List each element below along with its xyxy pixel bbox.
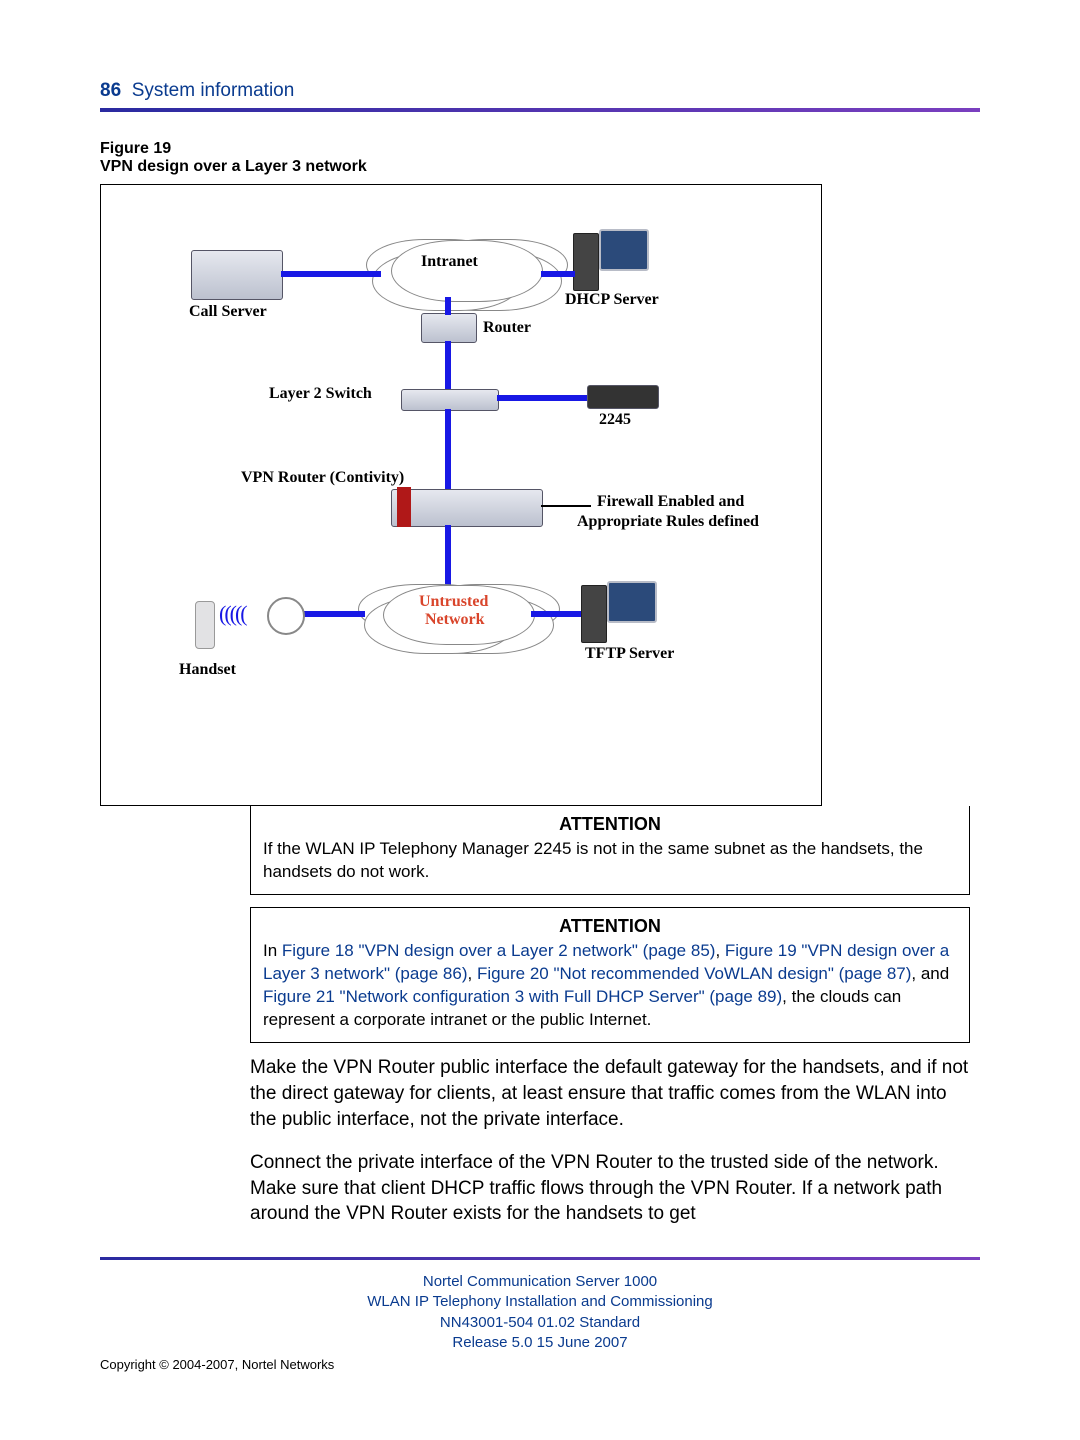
figure-link[interactable]: Figure 21 "Network configuration 3 with … bbox=[263, 987, 782, 1006]
footer-line: Nortel Communication Server 1000 bbox=[100, 1272, 980, 1292]
firewall-icon bbox=[397, 487, 411, 527]
vpn-router-icon bbox=[391, 489, 543, 527]
attention-box-1: ATTENTION If the WLAN IP Telephony Manag… bbox=[250, 806, 970, 895]
section-title: System information bbox=[132, 80, 295, 101]
n2245-icon bbox=[587, 385, 659, 409]
text: , bbox=[715, 941, 724, 960]
attention-box-2: ATTENTION In Figure 18 "VPN design over … bbox=[250, 907, 970, 1043]
label-switch: Layer 2 Switch bbox=[269, 385, 372, 403]
label-firewall-2: Appropriate Rules defined bbox=[577, 513, 759, 531]
wire bbox=[301, 611, 365, 617]
label-untrusted-2: Network bbox=[425, 611, 485, 629]
router-icon bbox=[421, 313, 477, 343]
label-2245: 2245 bbox=[599, 411, 631, 429]
label-untrusted-1: Untrusted bbox=[419, 593, 488, 611]
footer-line: WLAN IP Telephony Installation and Commi… bbox=[100, 1292, 980, 1312]
running-header: 86 System information bbox=[100, 80, 980, 102]
body-paragraph: Make the VPN Router public interface the… bbox=[250, 1055, 970, 1132]
wire bbox=[531, 611, 581, 617]
text: In bbox=[263, 941, 282, 960]
figure-label: Figure 19 bbox=[100, 140, 980, 158]
wire bbox=[445, 297, 451, 315]
footer-line: NN43001-504 01.02 Standard bbox=[100, 1313, 980, 1333]
wire bbox=[497, 395, 587, 401]
label-tftp: TFTP Server bbox=[585, 645, 674, 663]
page: 86 System information Figure 19 VPN desi… bbox=[0, 0, 1080, 1440]
body-paragraph: Connect the private interface of the VPN… bbox=[250, 1150, 970, 1227]
label-intranet: Intranet bbox=[421, 253, 478, 271]
header-rule bbox=[100, 108, 980, 112]
label-vpn: VPN Router (Contivity) bbox=[241, 469, 404, 487]
access-point-icon bbox=[267, 597, 305, 635]
switch-icon bbox=[401, 389, 499, 411]
label-call-server: Call Server bbox=[189, 303, 267, 321]
label-handset: Handset bbox=[179, 661, 236, 679]
wire bbox=[281, 271, 381, 277]
wire bbox=[445, 525, 451, 587]
figure-link[interactable]: Figure 20 "Not recommended VoWLAN design… bbox=[477, 964, 911, 983]
wire bbox=[541, 271, 575, 277]
page-number: 86 bbox=[100, 80, 121, 101]
footer-block: Nortel Communication Server 1000 WLAN IP… bbox=[100, 1272, 980, 1353]
footer-rule bbox=[100, 1257, 980, 1260]
handset-icon bbox=[195, 601, 215, 649]
figure-link[interactable]: Figure 18 "VPN design over a Layer 2 net… bbox=[282, 941, 716, 960]
figure-title: VPN design over a Layer 3 network bbox=[100, 158, 980, 176]
attention-heading: ATTENTION bbox=[263, 812, 957, 836]
attention-text: In Figure 18 "VPN design over a Layer 2 … bbox=[263, 940, 957, 1032]
attention-text: If the WLAN IP Telephony Manager 2245 is… bbox=[263, 838, 957, 884]
wireless-waves-icon: ((((( bbox=[219, 601, 246, 627]
call-server-icon bbox=[191, 250, 283, 300]
text: , bbox=[467, 964, 476, 983]
arrow-line bbox=[541, 505, 591, 507]
footer-line: Release 5.0 15 June 2007 bbox=[100, 1333, 980, 1353]
tftp-tower-icon bbox=[581, 585, 607, 643]
copyright-line: Copyright © 2004-2007, Nortel Networks bbox=[100, 1357, 980, 1372]
label-dhcp: DHCP Server bbox=[565, 291, 659, 309]
wire bbox=[445, 341, 451, 389]
cloud-intranet bbox=[391, 240, 543, 302]
dhcp-monitor-icon bbox=[599, 229, 649, 271]
tftp-monitor-icon bbox=[607, 581, 657, 623]
label-firewall-1: Firewall Enabled and bbox=[597, 493, 744, 511]
wire bbox=[445, 409, 451, 489]
network-diagram: Intranet Call Server DHCP Server Router … bbox=[100, 184, 822, 806]
label-router: Router bbox=[483, 319, 531, 337]
text: , and bbox=[911, 964, 949, 983]
attention-heading: ATTENTION bbox=[263, 914, 957, 938]
dhcp-tower-icon bbox=[573, 233, 599, 291]
